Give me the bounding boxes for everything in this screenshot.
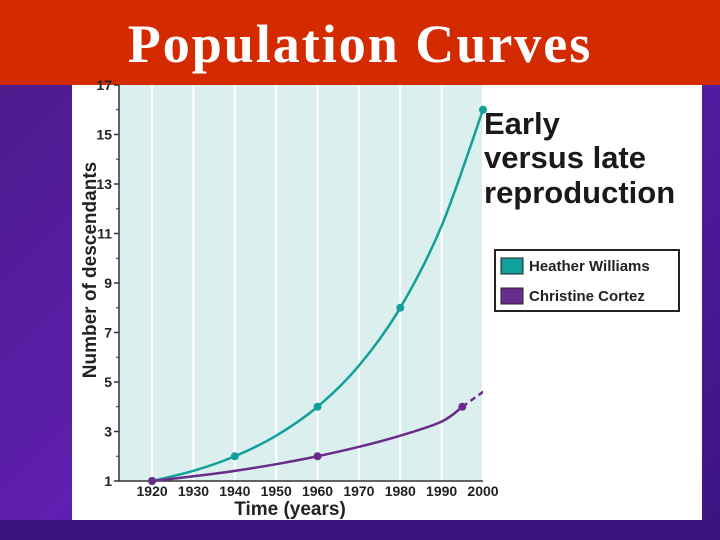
x-axis-title: Time (years) <box>234 499 346 520</box>
chart-heading-line-3: reproduction <box>484 175 675 210</box>
y-tick-label-15: 15 <box>96 127 112 143</box>
data-point-heather-williams-2000 <box>479 105 487 114</box>
title-bar <box>0 0 720 85</box>
axes <box>114 84 483 482</box>
y-tick-label-13: 13 <box>96 176 112 192</box>
x-tick-label-1950: 1950 <box>261 483 292 499</box>
legend-label-christine-cortez: Christine Cortez <box>529 288 645 305</box>
y-tick-label-11: 11 <box>97 226 112 242</box>
data-point-heather-williams-1960 <box>313 402 322 411</box>
y-tick-label-9: 9 <box>104 275 112 291</box>
marker-layer <box>148 105 487 485</box>
data-point-heather-williams-1980 <box>396 303 405 312</box>
x-tick-label-1990: 1990 <box>426 483 457 499</box>
y-tick-label-17: 17 <box>96 77 112 93</box>
x-tick-label-1940: 1940 <box>219 483 250 499</box>
y-tick-label-5: 5 <box>104 374 112 390</box>
bottom-strip <box>0 520 720 540</box>
chart-heading-line-2: versus late <box>484 140 646 175</box>
y-tick-label-7: 7 <box>104 325 112 341</box>
x-tick-label-1980: 1980 <box>385 483 416 499</box>
y-tick-label-3: 3 <box>104 424 112 440</box>
y-tick-label-1: 1 <box>104 473 112 489</box>
x-tick-label-1970: 1970 <box>343 483 374 499</box>
y-axis-title: Number of descendants <box>80 162 101 378</box>
legend-swatch-christine-cortez <box>500 287 524 305</box>
plot-area <box>119 85 483 481</box>
x-tick-label-2000: 2000 <box>467 483 498 499</box>
slide-title: Population Curves <box>127 14 593 74</box>
grid-lines <box>151 85 484 481</box>
data-point-christine-cortez-1920 <box>148 477 157 485</box>
data-point-christine-cortez-1960 <box>313 452 322 461</box>
series-projection-heather-williams <box>481 105 483 110</box>
x-tick-label-1920: 1920 <box>137 483 168 499</box>
chart-heading-line-1: Early <box>484 106 561 141</box>
legend-swatch-heather-williams <box>500 257 524 275</box>
data-point-heather-williams-1940 <box>230 452 239 461</box>
x-tick-label-1930: 1930 <box>178 483 209 499</box>
series-line-heather-williams <box>151 109 483 481</box>
legend-box <box>494 249 680 312</box>
data-point-christine-cortez-1995 <box>458 402 467 411</box>
legend-label-heather-williams: Heather Williams <box>529 258 650 275</box>
x-tick-label-1960: 1960 <box>302 483 333 499</box>
legend: Heather Williams Christine Cortez <box>494 249 680 312</box>
